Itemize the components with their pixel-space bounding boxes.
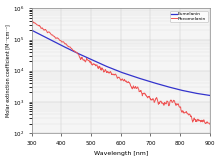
Pheomelanin: [115, 74, 118, 76]
Pheomelanin: [116, 77, 119, 79]
Pheomelanin: [127, 81, 129, 83]
Eumelanin: [160, 84, 163, 86]
Y-axis label: Molar extinction coefficient [M⁻¹cm⁻¹]: Molar extinction coefficient [M⁻¹cm⁻¹]: [5, 24, 10, 117]
Eumelanin: [101, 63, 104, 65]
Pheomelanin: [136, 86, 139, 88]
X-axis label: Wavelength [nm]: Wavelength [nm]: [94, 151, 148, 156]
Pheomelanin: [204, 123, 207, 124]
Line: Eumelanin: Eumelanin: [32, 30, 210, 95]
Legend: Eumelanin, Pheomelanin: Eumelanin, Pheomelanin: [170, 11, 208, 22]
Line: Pheomelanin: Pheomelanin: [32, 20, 210, 124]
Pheomelanin: [30, 19, 33, 21]
Eumelanin: [88, 58, 91, 60]
Pheomelanin: [176, 104, 179, 106]
Eumelanin: [209, 95, 211, 96]
Pheomelanin: [209, 123, 211, 125]
Eumelanin: [142, 79, 145, 81]
Eumelanin: [30, 29, 33, 31]
Eumelanin: [52, 40, 54, 42]
Eumelanin: [159, 84, 162, 86]
